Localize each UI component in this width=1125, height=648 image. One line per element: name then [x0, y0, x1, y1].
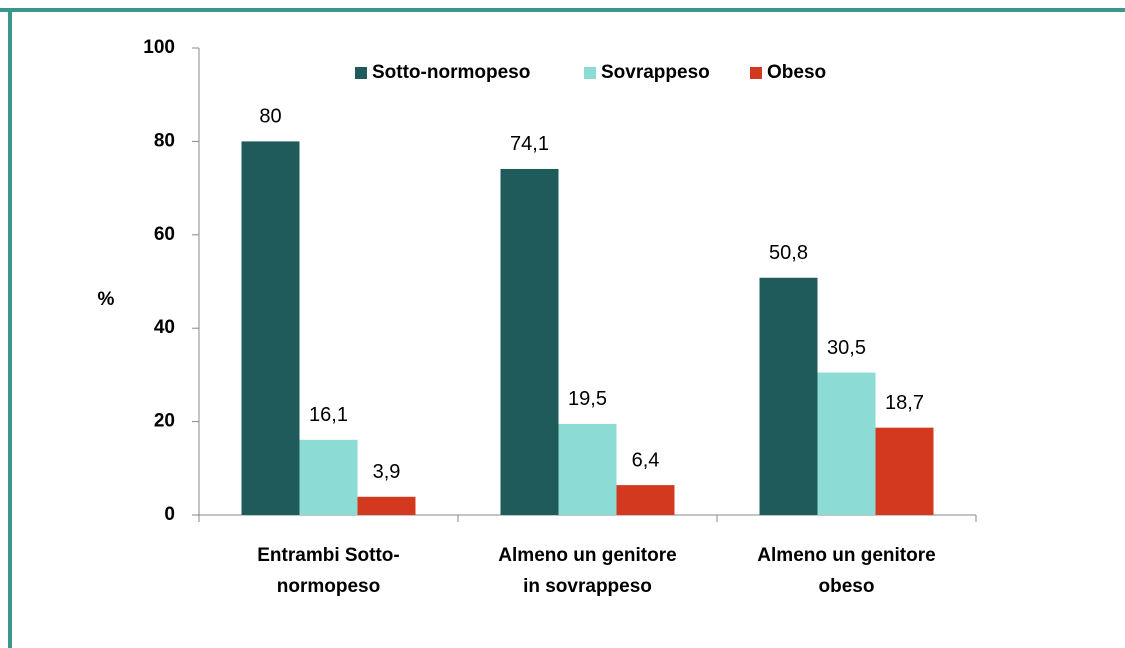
- data-label: 74,1: [510, 133, 549, 155]
- bar: [241, 141, 300, 515]
- data-label: 80: [259, 106, 281, 128]
- y-tick-label: 40: [154, 317, 175, 338]
- legend-swatch: [584, 67, 596, 79]
- bar: [299, 439, 358, 515]
- legend-label: Obeso: [767, 62, 826, 83]
- legend-swatch: [750, 67, 762, 79]
- data-label: 50,8: [769, 242, 808, 264]
- x-tick-label: Almeno un genitore: [757, 545, 935, 566]
- y-tick-label: 20: [154, 411, 175, 432]
- x-tick-label: in sovrappeso: [523, 576, 652, 597]
- data-label: 19,5: [568, 388, 607, 410]
- bar: [759, 277, 818, 515]
- legend-label: Sovrappeso: [601, 62, 710, 83]
- x-tick-label: Almeno un genitore: [498, 545, 676, 566]
- bar: [875, 427, 934, 515]
- bar: [616, 485, 675, 515]
- data-label: 18,7: [885, 392, 924, 414]
- x-tick-label: Entrambi Sotto-: [257, 545, 400, 566]
- data-label: 3,9: [373, 461, 401, 483]
- bar: [357, 496, 416, 515]
- bar: [558, 423, 617, 515]
- y-tick-label: 0: [164, 504, 175, 525]
- data-label: 30,5: [827, 337, 866, 359]
- frame-top: [0, 8, 1125, 12]
- y-axis-label: %: [98, 289, 115, 310]
- x-tick-label: obeso: [819, 576, 875, 597]
- legend-swatch: [355, 67, 367, 79]
- bar: [500, 168, 559, 515]
- legend-label: Sotto-normopeso: [372, 62, 530, 83]
- y-tick-label: 60: [154, 224, 175, 245]
- data-label: 16,1: [309, 404, 348, 426]
- bar: [817, 372, 876, 515]
- x-tick-label: normopeso: [277, 576, 380, 597]
- y-tick-label: 100: [143, 37, 175, 58]
- data-label: 6,4: [632, 449, 660, 471]
- y-tick-label: 80: [154, 130, 175, 151]
- frame-left: [8, 8, 12, 648]
